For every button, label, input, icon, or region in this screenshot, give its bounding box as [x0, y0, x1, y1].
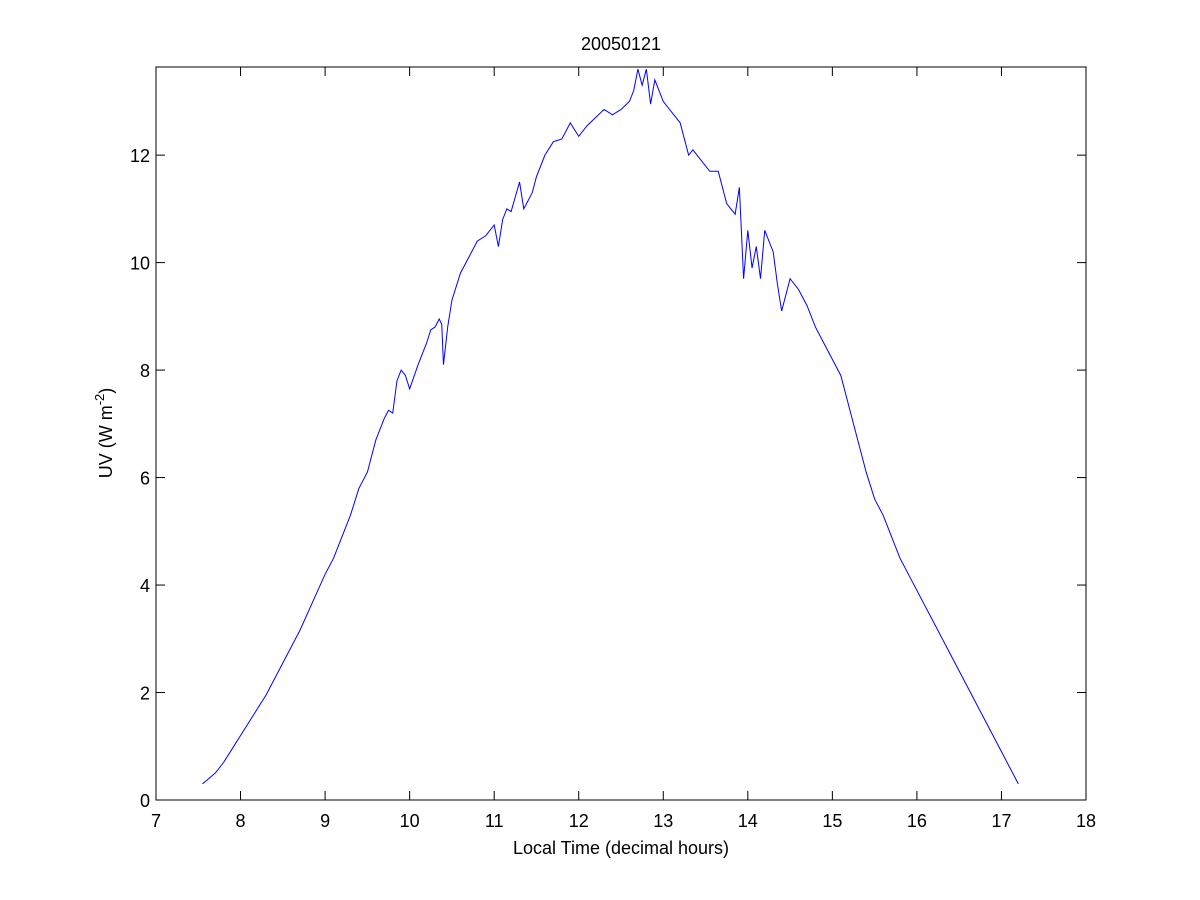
x-tick-label: 8	[236, 811, 246, 831]
y-label-text: )	[96, 388, 116, 394]
y-tick-label: 10	[130, 254, 150, 274]
y-label-text: UV (W m	[96, 405, 116, 478]
plot-area	[155, 66, 1087, 801]
x-tick-label: 16	[907, 811, 927, 831]
x-tick-label: 10	[400, 811, 420, 831]
y-label-superscript: -2	[92, 394, 107, 406]
x-tick-label: 13	[653, 811, 673, 831]
x-tick-label: 17	[991, 811, 1011, 831]
data-line	[202, 69, 1019, 785]
y-tick-label: 2	[140, 684, 150, 704]
x-tick-label: 18	[1076, 811, 1096, 831]
chart-title: 20050121	[581, 34, 661, 54]
x-tick-label: 9	[320, 811, 330, 831]
y-tick-label: 12	[130, 146, 150, 166]
x-axis-label: Local Time (decimal hours)	[513, 838, 729, 858]
x-tick-label: 15	[822, 811, 842, 831]
y-tick-label: 6	[140, 469, 150, 489]
y-tick-label: 8	[140, 361, 150, 381]
x-tick-label: 14	[738, 811, 758, 831]
y-axis-label: UV (W m-2)	[92, 388, 116, 479]
x-tick-label: 11	[485, 811, 504, 831]
y-tick-label: 4	[140, 576, 150, 596]
x-tick-label: 12	[569, 811, 589, 831]
y-tick-label: 0	[140, 791, 150, 811]
x-tick-label: 7	[151, 811, 161, 831]
